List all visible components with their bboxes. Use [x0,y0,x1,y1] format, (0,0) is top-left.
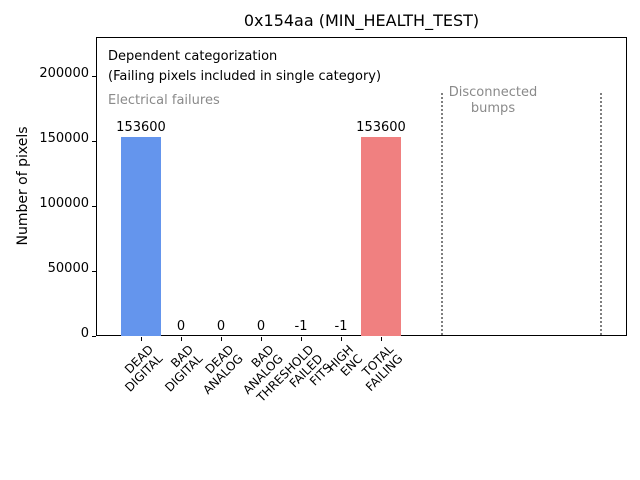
x-tick-label: BAD DIGITAL [162,342,206,395]
bar [121,136,161,336]
y-tick-label: 0 [80,326,89,341]
bar [361,136,401,336]
x-tick-mark [141,337,142,341]
disconnected-bumps-vline [441,93,443,335]
y-tick-mark [92,141,96,143]
x-tick-mark [381,337,382,341]
y-tick-label: 50000 [47,261,89,277]
y-tick-label: 100000 [39,196,89,212]
x-tick-mark [261,337,262,341]
bar-value-label: 0 [176,319,186,334]
bar-value-label: 153600 [356,119,406,135]
bar-value-label: -1 [294,319,308,334]
disconnected-bumps-vline [600,93,602,335]
annotation-failing-pixels-note: (Failing pixels included in single categ… [108,69,382,84]
chart-title: 0x154aa (MIN_HEALTH_TEST) [243,11,480,30]
bar-value-label: 0 [216,319,226,334]
bar-value-label: 153600 [116,119,166,135]
x-tick-mark [221,337,222,341]
bar-value-label: -1 [334,319,348,334]
y-tick-mark [92,206,96,208]
y-tick-label: 200000 [39,66,89,82]
x-tick-mark [301,337,302,341]
annotation-electrical-failures: Electrical failures [108,93,220,108]
y-tick-mark [92,76,96,78]
x-tick-mark [341,337,342,341]
x-tick-label: TOTAL FAILING [359,342,406,394]
y-tick-mark [92,336,96,337]
y-tick-mark [92,271,96,273]
annotation-disconnected-bumps: Disconnected bumps [448,85,538,116]
x-tick-label: DEAD DIGITAL [122,342,166,395]
x-tick-mark [181,337,182,341]
x-tick-label: DEAD ANALOG [199,342,246,398]
y-tick-label: 150000 [39,131,89,147]
bar-value-label: 0 [256,319,266,334]
annotation-dependent-categorization: Dependent categorization [108,49,278,64]
